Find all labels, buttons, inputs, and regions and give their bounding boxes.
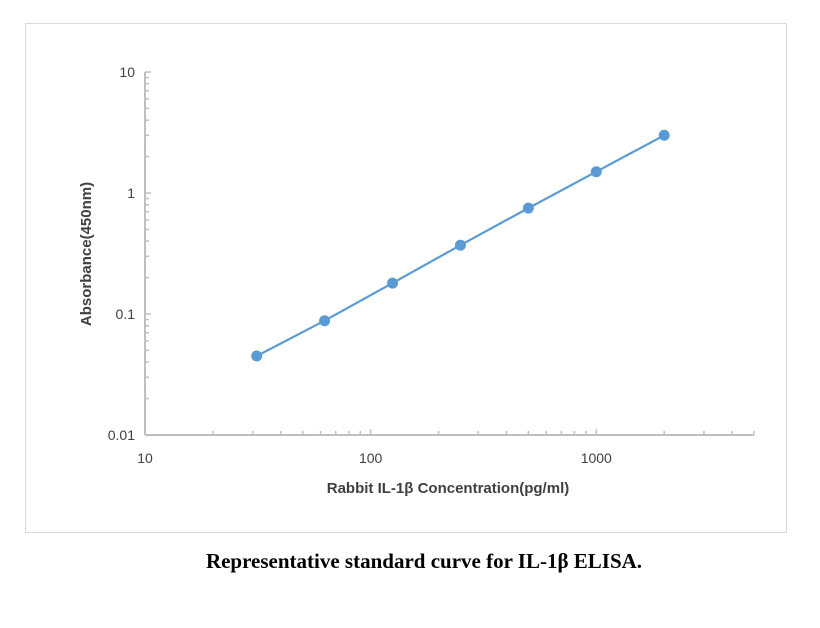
- figure-caption: Representative standard curve for IL-1β …: [205, 549, 643, 573]
- x-tick-label: 1000: [581, 450, 612, 466]
- x-tick-label: 100: [359, 450, 383, 466]
- data-point: [522, 202, 534, 214]
- chart-frame: 10 100 1000 0.01 0.1 1 10 Rabbit IL-1β Concent…: [25, 23, 787, 533]
- standard-curve-chart: 10 100 1000 0.01 0.1 1 10 Rabbit IL-1β Concent…: [78, 64, 755, 497]
- data-point: [590, 166, 602, 178]
- y-tick-label: 0.1: [116, 306, 136, 322]
- y-axis-title: Absorbance(450nm): [78, 182, 95, 326]
- y-tick-label: 10: [119, 64, 135, 80]
- data-point: [454, 239, 466, 251]
- data-point: [319, 315, 331, 327]
- data-point: [251, 350, 263, 362]
- data-point: [387, 277, 399, 289]
- data-point: [658, 129, 670, 141]
- tick-labels: 10 100 1000 0.01 0.1 1 10: [108, 64, 612, 466]
- y-tick-label: 1: [127, 185, 135, 201]
- y-tick-label: 0.01: [108, 427, 135, 443]
- x-axis-title: Rabbit IL-1β Concentration(pg/ml): [327, 480, 569, 497]
- x-tick-label: 10: [137, 450, 153, 466]
- axes: [144, 71, 755, 436]
- data-series: [251, 129, 670, 362]
